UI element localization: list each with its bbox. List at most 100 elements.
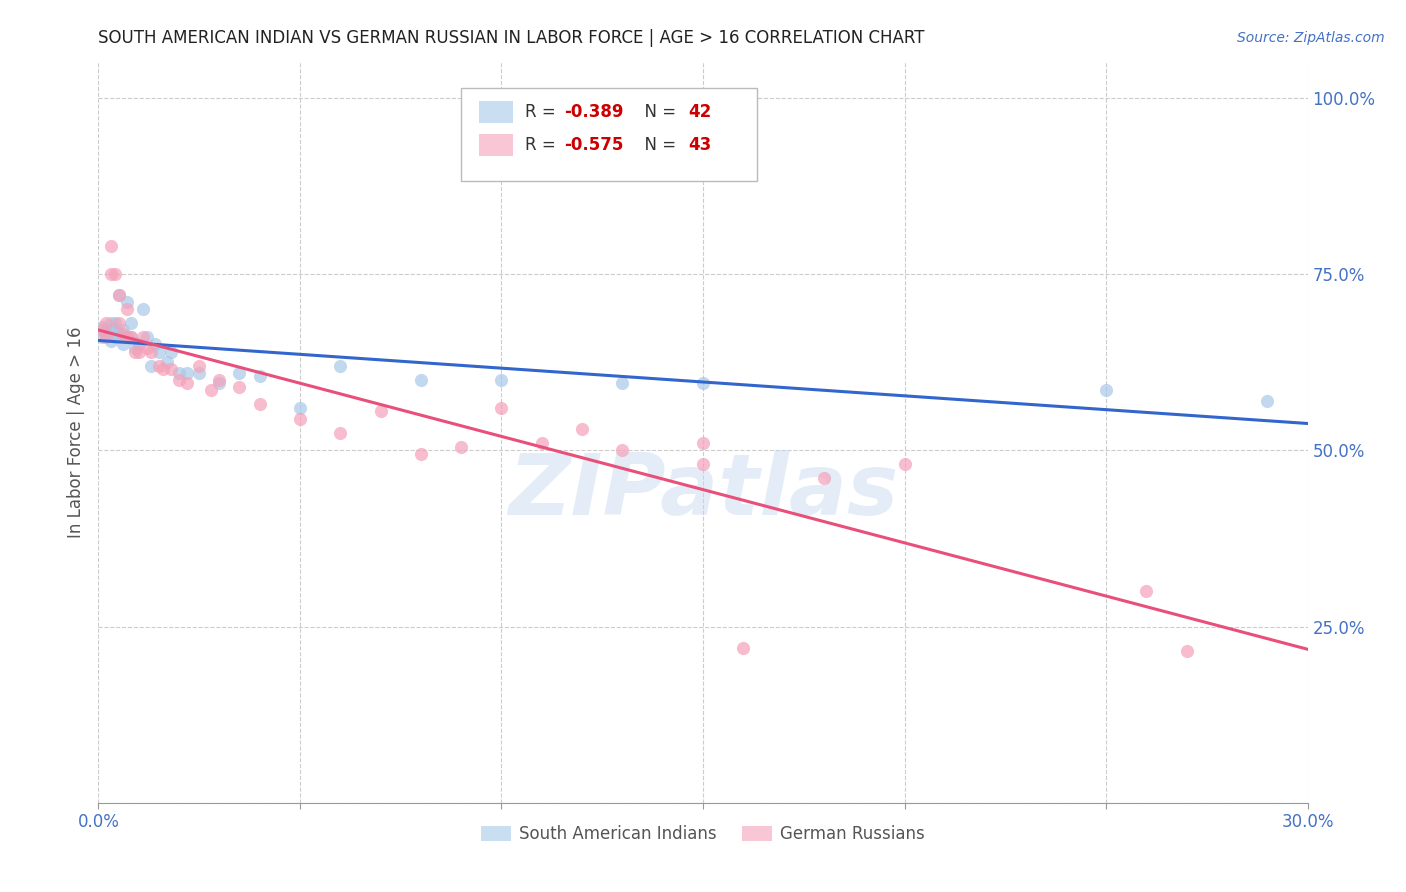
Point bbox=[96, 326, 118, 341]
Point bbox=[100, 334, 122, 348]
FancyBboxPatch shape bbox=[479, 101, 513, 123]
Text: Source: ZipAtlas.com: Source: ZipAtlas.com bbox=[1237, 31, 1385, 45]
Point bbox=[612, 376, 634, 391]
Point bbox=[491, 401, 513, 415]
Text: N =: N = bbox=[634, 136, 682, 154]
Point bbox=[813, 471, 835, 485]
Point bbox=[91, 319, 114, 334]
Point bbox=[128, 344, 150, 359]
Point bbox=[120, 316, 142, 330]
Point bbox=[1095, 384, 1118, 398]
Text: -0.389: -0.389 bbox=[564, 103, 623, 121]
Point bbox=[148, 359, 170, 373]
Point bbox=[135, 341, 157, 355]
Text: R =: R = bbox=[526, 103, 561, 121]
Text: N =: N = bbox=[634, 103, 682, 121]
Point bbox=[176, 366, 198, 380]
Point bbox=[249, 369, 271, 384]
Text: ZIPatlas: ZIPatlas bbox=[508, 450, 898, 533]
Point bbox=[120, 330, 142, 344]
Point bbox=[156, 355, 179, 369]
Point bbox=[100, 239, 122, 253]
FancyBboxPatch shape bbox=[461, 88, 758, 181]
Point bbox=[329, 425, 352, 440]
Point bbox=[1135, 584, 1157, 599]
Point bbox=[107, 330, 129, 344]
Point bbox=[132, 302, 155, 317]
Point bbox=[143, 337, 166, 351]
Point bbox=[893, 458, 915, 472]
Legend: South American Indians, German Russians: South American Indians, German Russians bbox=[474, 819, 932, 850]
Point bbox=[96, 323, 118, 337]
Point bbox=[1256, 393, 1278, 408]
Point bbox=[160, 344, 183, 359]
Point bbox=[571, 422, 593, 436]
Point bbox=[208, 376, 231, 391]
Point bbox=[100, 323, 122, 337]
Point bbox=[692, 436, 714, 450]
Point bbox=[128, 337, 150, 351]
FancyBboxPatch shape bbox=[479, 135, 513, 156]
Point bbox=[96, 330, 118, 344]
Point bbox=[115, 302, 138, 317]
Point bbox=[176, 376, 198, 391]
Point bbox=[124, 344, 146, 359]
Point bbox=[103, 323, 125, 337]
Point bbox=[124, 341, 146, 355]
Point bbox=[249, 397, 271, 411]
Point bbox=[208, 373, 231, 387]
Point bbox=[612, 443, 634, 458]
Point bbox=[96, 316, 118, 330]
Point bbox=[167, 366, 190, 380]
Text: R =: R = bbox=[526, 136, 561, 154]
Text: -0.575: -0.575 bbox=[564, 136, 623, 154]
Point bbox=[1175, 644, 1198, 658]
Point bbox=[228, 380, 250, 394]
Point bbox=[91, 323, 114, 337]
Point bbox=[152, 362, 174, 376]
Point bbox=[288, 411, 311, 425]
Point bbox=[148, 344, 170, 359]
Point bbox=[103, 267, 125, 281]
Point bbox=[107, 288, 129, 302]
Text: 42: 42 bbox=[689, 103, 711, 121]
Point bbox=[103, 330, 125, 344]
Point bbox=[228, 366, 250, 380]
Point bbox=[188, 366, 211, 380]
Point bbox=[111, 337, 134, 351]
Point bbox=[530, 436, 553, 450]
Point bbox=[103, 316, 125, 330]
Point bbox=[329, 359, 352, 373]
Point bbox=[135, 330, 157, 344]
Point bbox=[111, 326, 134, 341]
Point bbox=[692, 376, 714, 391]
Point bbox=[100, 316, 122, 330]
Point bbox=[100, 267, 122, 281]
Point bbox=[91, 330, 114, 344]
Point bbox=[167, 373, 190, 387]
Point bbox=[111, 323, 134, 337]
Text: SOUTH AMERICAN INDIAN VS GERMAN RUSSIAN IN LABOR FORCE | AGE > 16 CORRELATION CH: SOUTH AMERICAN INDIAN VS GERMAN RUSSIAN … bbox=[98, 29, 925, 47]
Point bbox=[107, 326, 129, 341]
Point bbox=[188, 359, 211, 373]
Y-axis label: In Labor Force | Age > 16: In Labor Force | Age > 16 bbox=[66, 326, 84, 539]
Point bbox=[491, 373, 513, 387]
Point bbox=[692, 458, 714, 472]
Point bbox=[370, 404, 392, 418]
Point bbox=[450, 440, 472, 454]
Point bbox=[409, 447, 432, 461]
Point bbox=[115, 295, 138, 310]
Point bbox=[139, 359, 162, 373]
Point bbox=[160, 362, 183, 376]
Point bbox=[139, 344, 162, 359]
Point bbox=[733, 640, 755, 655]
Point bbox=[200, 384, 222, 398]
Point bbox=[107, 316, 129, 330]
Point bbox=[409, 373, 432, 387]
Point bbox=[107, 288, 129, 302]
Point bbox=[120, 330, 142, 344]
Point bbox=[132, 330, 155, 344]
Point bbox=[115, 330, 138, 344]
Point bbox=[288, 401, 311, 415]
Text: 43: 43 bbox=[689, 136, 711, 154]
